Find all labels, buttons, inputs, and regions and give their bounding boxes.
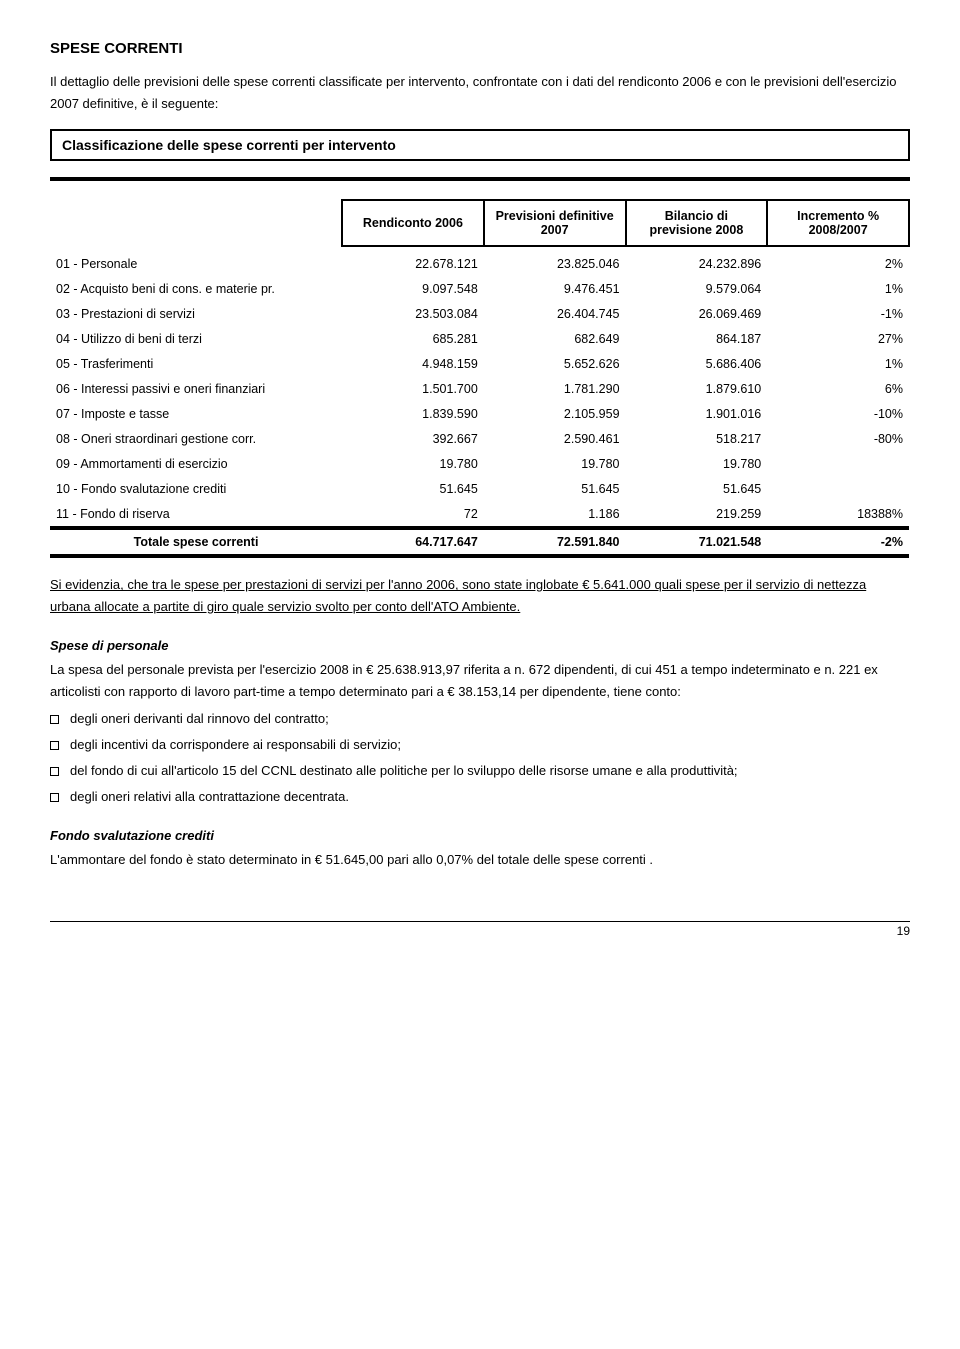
total-row: Totale spese correnti 64.717.647 72.591.… [50,528,909,556]
row-value: 23.503.084 [342,302,484,327]
divider [50,177,910,181]
row-value: 518.217 [626,427,768,452]
table-row: 05 - Trasferimenti4.948.1595.652.6265.68… [50,352,909,377]
page-title: SPESE CORRENTI [50,40,910,57]
row-label: 07 - Imposte e tasse [50,402,342,427]
table-row: 03 - Prestazioni di servizi23.503.08426.… [50,302,909,327]
row-value: 19.780 [342,452,484,477]
row-label: 01 - Personale [50,246,342,277]
row-value: 51.645 [342,477,484,502]
row-value: 24.232.896 [626,246,768,277]
row-label: 09 - Ammortamenti di esercizio [50,452,342,477]
col-header-previsioni: Previsioni definitive 2007 [484,200,626,246]
row-value: 1.879.610 [626,377,768,402]
table-row: 07 - Imposte e tasse1.839.5902.105.9591.… [50,402,909,427]
table-row: 09 - Ammortamenti di esercizio19.78019.7… [50,452,909,477]
total-label: Totale spese correnti [50,528,342,556]
row-value: 19.780 [626,452,768,477]
row-value: 51.645 [626,477,768,502]
row-value: 2.590.461 [484,427,626,452]
row-value: 26.069.469 [626,302,768,327]
table-row: 11 - Fondo di riserva721.186219.25918388… [50,502,909,529]
row-value: 2% [767,246,909,277]
note-paragraph: Si evidenzia, che tra le spese per prest… [50,574,910,618]
row-value: 682.649 [484,327,626,352]
row-value: 685.281 [342,327,484,352]
row-value: 1% [767,352,909,377]
row-value: 392.667 [342,427,484,452]
row-value: 18388% [767,502,909,529]
total-v3: 71.021.548 [626,528,768,556]
list-item: del fondo di cui all'articolo 15 del CCN… [50,760,910,782]
bullet-list: degli oneri derivanti dal rinnovo del co… [50,708,910,808]
page-footer: 19 [50,921,910,938]
row-label: 05 - Trasferimenti [50,352,342,377]
table-row: 01 - Personale22.678.12123.825.04624.232… [50,246,909,277]
table-row: 10 - Fondo svalutazione crediti51.64551.… [50,477,909,502]
total-v1: 64.717.647 [342,528,484,556]
row-label: 02 - Acquisto beni di cons. e materie pr… [50,277,342,302]
table-row: 08 - Oneri straordinari gestione corr.39… [50,427,909,452]
row-value: 1.781.290 [484,377,626,402]
row-value: -10% [767,402,909,427]
section-head-fondo: Fondo svalutazione crediti [50,828,910,843]
row-value: 23.825.046 [484,246,626,277]
row-value: 1.186 [484,502,626,529]
list-item: degli incentivi da corrispondere ai resp… [50,734,910,756]
row-value: 6% [767,377,909,402]
row-value: 219.259 [626,502,768,529]
row-value: 27% [767,327,909,352]
row-value: 5.686.406 [626,352,768,377]
section-head-personale: Spese di personale [50,638,910,653]
row-value: -1% [767,302,909,327]
row-value: -80% [767,427,909,452]
list-item: degli oneri derivanti dal rinnovo del co… [50,708,910,730]
spese-table: Rendiconto 2006 Previsioni definitive 20… [50,199,910,558]
row-value: 26.404.745 [484,302,626,327]
row-value: 5.652.626 [484,352,626,377]
intro-paragraph: Il dettaglio delle previsioni delle spes… [50,71,910,115]
list-item: degli oneri relativi alla contrattazione… [50,786,910,808]
row-value: 4.948.159 [342,352,484,377]
row-value: 9.579.064 [626,277,768,302]
section-body-fondo: L'ammontare del fondo è stato determinat… [50,849,910,871]
row-label: 11 - Fondo di riserva [50,502,342,529]
row-value: 1% [767,277,909,302]
table-row: 04 - Utilizzo di beni di terzi685.281682… [50,327,909,352]
table-subtitle: Classificazione delle spese correnti per… [50,129,910,161]
section-body-personale: La spesa del personale prevista per l'es… [50,659,910,703]
row-value: 864.187 [626,327,768,352]
row-value: 51.645 [484,477,626,502]
row-value: 1.839.590 [342,402,484,427]
col-header-rendiconto: Rendiconto 2006 [342,200,484,246]
row-value: 9.097.548 [342,277,484,302]
row-value [767,452,909,477]
col-header-incremento: Incremento % 2008/2007 [767,200,909,246]
row-label: 08 - Oneri straordinari gestione corr. [50,427,342,452]
table-row: 02 - Acquisto beni di cons. e materie pr… [50,277,909,302]
row-label: 04 - Utilizzo di beni di terzi [50,327,342,352]
table-row: 06 - Interessi passivi e oneri finanziar… [50,377,909,402]
row-value: 1.901.016 [626,402,768,427]
row-label: 06 - Interessi passivi e oneri finanziar… [50,377,342,402]
row-label: 03 - Prestazioni di servizi [50,302,342,327]
total-v2: 72.591.840 [484,528,626,556]
row-value: 22.678.121 [342,246,484,277]
row-value [767,477,909,502]
row-value: 19.780 [484,452,626,477]
row-value: 72 [342,502,484,529]
col-header-bilancio: Bilancio di previsione 2008 [626,200,768,246]
total-v4: -2% [767,528,909,556]
row-value: 1.501.700 [342,377,484,402]
row-value: 9.476.451 [484,277,626,302]
row-value: 2.105.959 [484,402,626,427]
row-label: 10 - Fondo svalutazione crediti [50,477,342,502]
